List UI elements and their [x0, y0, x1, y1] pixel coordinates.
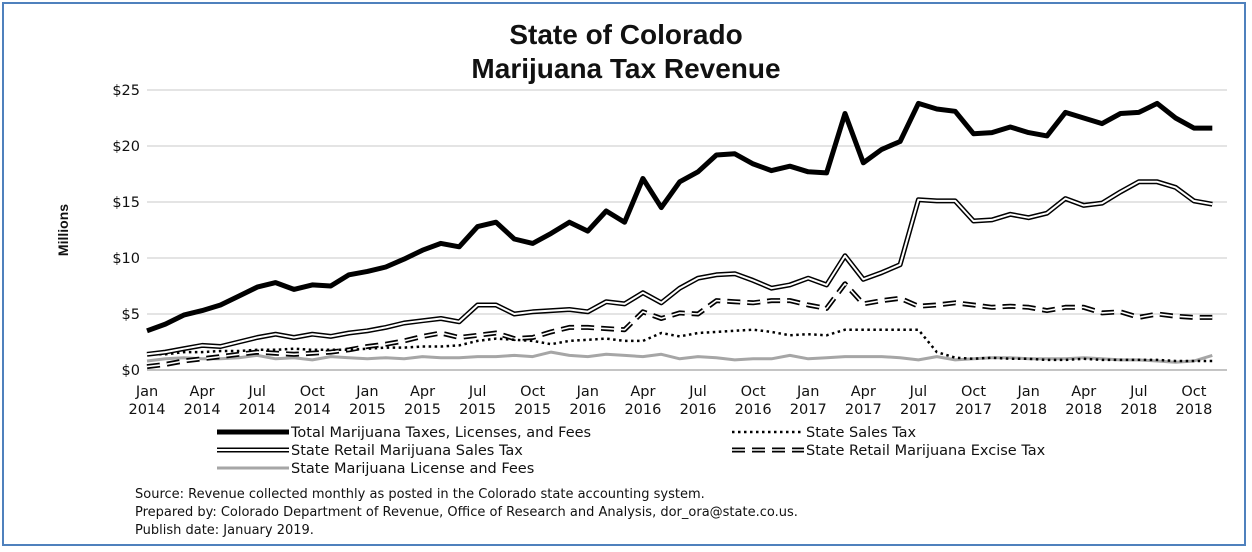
x-tick-label-jul-2018: Jul — [1129, 384, 1148, 400]
series-line-total-marijuana-taxes-licenses-and-fees — [146, 100, 1213, 334]
legend-label-state-retail-marijuana-sales-tax: State Retail Marijuana Sales Tax — [291, 443, 523, 459]
x-tick-label-oct-2017: Oct — [961, 384, 986, 400]
series-line-state-marijuana-license-and-fees — [146, 350, 1213, 364]
x-tick-label-apr-2015: Apr — [410, 384, 435, 400]
x-tick-label-apr-2016: Apr — [630, 384, 655, 400]
legend-label-total-marijuana-taxes-licenses-and-fees: Total Marijuana Taxes, Licenses, and Fee… — [290, 425, 591, 441]
x-tick-label-jul-2015: Jul — [468, 384, 487, 400]
x-tick-label-oct-2016: Oct — [741, 384, 766, 400]
x-tick-year-jan-2018: 2018 — [1010, 402, 1047, 418]
x-tick-year-apr-2016: 2016 — [624, 402, 661, 418]
chart-notes: Source: Revenue collected monthly as pos… — [135, 486, 798, 540]
y-tick-label-15: $15 — [112, 195, 140, 211]
x-tick-label-jan-2017: Jan — [796, 384, 819, 400]
publish-date-note: Publish date: January 2019. — [135, 523, 314, 538]
source-note: Source: Revenue collected monthly as pos… — [135, 487, 705, 502]
chart-subtitle: Marijuana Tax Revenue — [471, 53, 781, 84]
legend-label-state-sales-tax: State Sales Tax — [806, 425, 917, 441]
series-line-state-retail-marijuana-excise-tax-stroke — [146, 283, 1213, 368]
x-tick-label-oct-2014: Oct — [300, 384, 325, 400]
x-tick-label-jul-2014: Jul — [247, 384, 266, 400]
x-tick-label-jan-2016: Jan — [576, 384, 599, 400]
x-tick-year-jul-2017: 2017 — [900, 402, 937, 418]
prepared-by-note: Prepared by: Colorado Department of Reve… — [135, 505, 798, 520]
x-tick-label-jan-2015: Jan — [355, 384, 378, 400]
x-tick-year-apr-2018: 2018 — [1065, 402, 1102, 418]
x-tick-year-jul-2014: 2014 — [239, 402, 276, 418]
x-tick-label-jul-2016: Jul — [688, 384, 707, 400]
y-axis-label: Millions — [55, 204, 71, 256]
chart-title: State of Colorado — [509, 19, 743, 50]
y-tick-label-10: $10 — [112, 251, 140, 267]
x-tick-label-apr-2018: Apr — [1071, 384, 1096, 400]
y-tick-label-0: $0 — [122, 363, 140, 379]
x-tick-year-jul-2016: 2016 — [680, 402, 717, 418]
series-line-state-retail-marijuana-sales-tax-stroke — [146, 180, 1213, 356]
y-tick-label-25: $25 — [112, 83, 140, 99]
x-tick-label-apr-2017: Apr — [851, 384, 876, 400]
x-tick-year-jan-2015: 2015 — [349, 402, 386, 418]
x-tick-label-jan-2018: Jan — [1016, 384, 1039, 400]
series-line-total-marijuana-taxes-licenses-and-fees-stroke — [146, 100, 1213, 334]
x-tick-year-apr-2014: 2014 — [184, 402, 221, 418]
x-tick-year-jan-2017: 2017 — [790, 402, 827, 418]
x-tick-year-oct-2016: 2016 — [735, 402, 772, 418]
x-tick-label-oct-2015: Oct — [520, 384, 545, 400]
chart-title-block: State of Colorado Marijuana Tax Revenue — [0, 18, 1252, 86]
x-tick-year-jul-2018: 2018 — [1120, 402, 1157, 418]
x-tick-year-oct-2018: 2018 — [1175, 402, 1212, 418]
series-line-state-retail-marijuana-sales-tax — [146, 179, 1213, 357]
x-tick-year-jul-2015: 2015 — [459, 402, 496, 418]
series-line-state-retail-marijuana-excise-tax — [146, 281, 1213, 370]
x-tick-year-oct-2014: 2014 — [294, 402, 331, 418]
x-tick-label-jul-2017: Jul — [909, 384, 928, 400]
y-tick-label-5: $5 — [122, 307, 140, 323]
x-tick-year-oct-2017: 2017 — [955, 402, 992, 418]
x-tick-label-apr-2014: Apr — [190, 384, 215, 400]
x-tick-year-oct-2015: 2015 — [514, 402, 551, 418]
legend-label-state-marijuana-license-and-fees: State Marijuana License and Fees — [291, 461, 534, 477]
legend-label-state-retail-marijuana-excise-tax: State Retail Marijuana Excise Tax — [806, 443, 1046, 459]
x-tick-year-jan-2016: 2016 — [569, 402, 606, 418]
x-tick-year-apr-2015: 2015 — [404, 402, 441, 418]
x-tick-year-apr-2017: 2017 — [845, 402, 882, 418]
x-tick-label-jan-2014: Jan — [135, 384, 158, 400]
y-tick-label-20: $20 — [112, 139, 140, 155]
x-tick-label-oct-2018: Oct — [1181, 384, 1206, 400]
x-tick-year-jan-2014: 2014 — [129, 402, 166, 418]
chart-frame — [2, 2, 1246, 546]
series-line-state-marijuana-license-and-fees-stroke — [146, 350, 1213, 364]
